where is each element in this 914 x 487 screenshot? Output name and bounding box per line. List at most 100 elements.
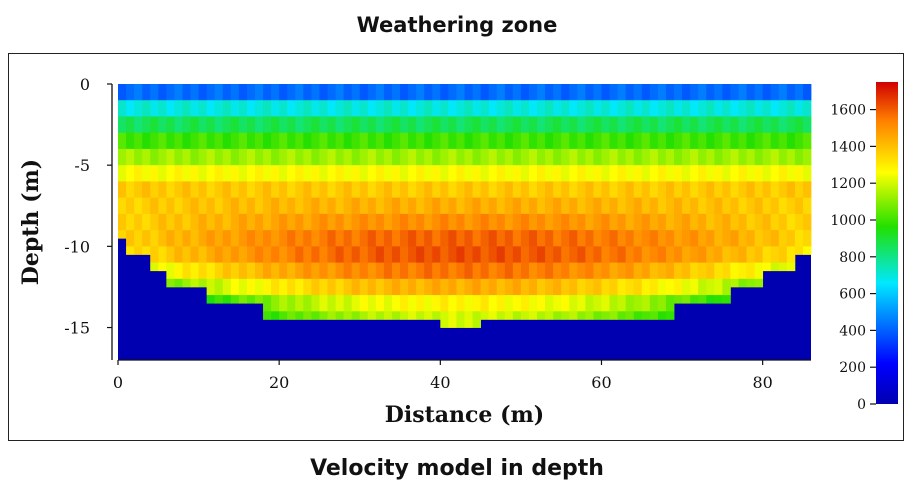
heatmap-cell xyxy=(142,100,151,117)
heatmap-cell xyxy=(706,165,715,182)
heatmap-cell xyxy=(359,165,369,182)
heatmap-cell xyxy=(327,132,336,150)
heatmap-cell xyxy=(488,100,498,117)
heatmap-cell xyxy=(746,100,755,117)
heatmap-cell xyxy=(593,100,602,117)
heatmap-cell xyxy=(408,246,417,263)
heatmap-cell xyxy=(569,246,578,263)
heatmap-cell xyxy=(319,116,328,134)
heatmap-cell xyxy=(480,84,490,101)
heatmap-cell xyxy=(520,181,530,199)
heatmap-cell xyxy=(327,181,336,199)
heatmap-cell xyxy=(690,116,699,134)
heatmap-cell xyxy=(561,181,570,199)
heatmap-cell xyxy=(311,262,320,280)
heatmap-cell xyxy=(802,116,812,134)
heatmap-cell xyxy=(698,230,707,247)
heatmap-cell xyxy=(383,246,393,263)
heatmap-cell xyxy=(351,132,361,150)
heatmap-cell xyxy=(577,278,586,296)
heatmap-cell xyxy=(738,262,747,280)
heatmap-cell xyxy=(383,165,393,182)
heatmap-cell xyxy=(303,262,312,280)
heatmap-cell xyxy=(601,262,610,280)
heatmap-cell xyxy=(770,148,780,166)
heatmap-cell xyxy=(488,230,498,247)
heatmap-cell xyxy=(359,132,369,150)
heatmap-cell xyxy=(738,116,747,134)
heatmap-cell xyxy=(625,230,635,247)
heatmap-cell xyxy=(416,246,425,263)
heatmap-cell xyxy=(263,165,272,182)
heatmap-cell xyxy=(657,132,667,150)
heatmap-cell xyxy=(166,84,175,101)
heatmap-cell xyxy=(456,230,465,247)
heatmap-cell xyxy=(464,148,473,166)
heatmap-cell xyxy=(222,165,232,182)
heatmap-cell xyxy=(448,295,457,312)
heatmap-cell xyxy=(537,132,546,150)
heatmap-cell xyxy=(537,84,546,101)
heatmap-cell xyxy=(214,181,224,199)
heatmap-cell xyxy=(279,278,288,296)
heatmap-cell xyxy=(238,246,248,263)
heatmap-cell xyxy=(754,181,764,199)
heatmap-cell xyxy=(641,295,651,312)
heatmap-cell xyxy=(561,246,570,263)
heatmap-cell xyxy=(456,262,465,280)
heatmap-cell xyxy=(311,213,320,231)
heatmap-cell xyxy=(561,148,570,166)
heatmap-cell xyxy=(593,278,602,296)
heatmap-cell xyxy=(641,262,651,280)
heatmap-cell xyxy=(150,132,159,150)
heatmap-cell xyxy=(287,311,296,320)
colorbar xyxy=(876,82,898,404)
heatmap-cell xyxy=(730,100,739,117)
heatmap-cell xyxy=(263,246,272,263)
heatmap-cell xyxy=(730,116,739,134)
heatmap-cell xyxy=(182,100,191,117)
heatmap-cell xyxy=(343,116,353,134)
heatmap-cell xyxy=(190,246,199,263)
heatmap-cell xyxy=(778,181,788,199)
colorbar-tick-label: 1200 xyxy=(830,176,866,192)
heatmap-cell xyxy=(464,262,473,280)
heatmap-cell xyxy=(190,148,199,166)
heatmap-cell xyxy=(504,197,514,215)
heatmap-cell xyxy=(746,262,755,280)
heatmap-cell xyxy=(359,213,369,231)
heatmap-cell xyxy=(343,278,353,296)
heatmap-cell xyxy=(214,246,224,263)
heatmap-cell xyxy=(222,213,232,231)
heatmap-cell xyxy=(230,116,240,134)
heatmap-cell xyxy=(456,116,465,134)
heatmap-cell xyxy=(657,181,667,199)
heatmap-cell xyxy=(593,197,602,215)
heatmap-cell xyxy=(383,278,393,296)
heatmap-cell xyxy=(641,197,651,215)
heatmap-cell xyxy=(698,132,707,150)
heatmap-cell xyxy=(206,148,216,166)
heatmap-cell xyxy=(641,116,651,134)
heatmap-cell xyxy=(367,213,377,231)
heatmap-cell xyxy=(408,262,417,280)
heatmap-cell xyxy=(134,84,143,101)
heatmap-cell xyxy=(714,262,723,280)
heatmap-cell xyxy=(553,213,562,231)
heatmap-cell xyxy=(343,132,353,150)
heatmap-cell xyxy=(802,213,812,231)
heatmap-cell xyxy=(577,197,586,215)
heatmap-cell xyxy=(327,246,336,263)
heatmap-cell xyxy=(166,213,175,231)
heatmap-cell xyxy=(520,311,530,320)
heatmap-cell xyxy=(214,116,224,134)
heatmap-cell xyxy=(609,213,619,231)
heatmap-cell xyxy=(351,181,361,199)
heatmap-cell xyxy=(335,230,345,247)
heatmap-cell xyxy=(770,197,780,215)
heatmap-cell xyxy=(303,311,312,320)
heatmap-cell xyxy=(319,148,328,166)
heatmap-cell xyxy=(625,148,635,166)
heatmap-cell xyxy=(762,84,772,101)
heatmap-cell xyxy=(746,213,755,231)
